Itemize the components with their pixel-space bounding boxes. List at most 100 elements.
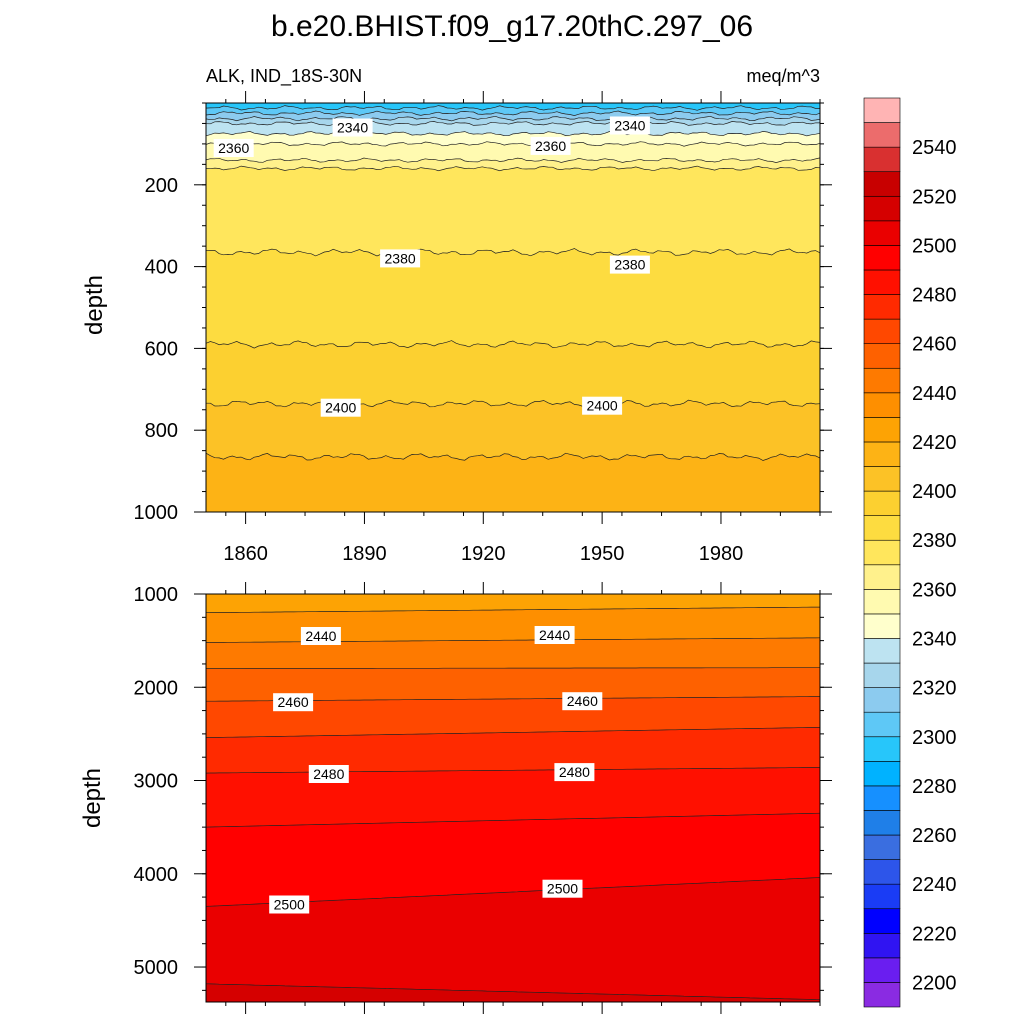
contour-line xyxy=(205,165,821,172)
colorbar-swatch xyxy=(863,294,901,320)
colorbar-swatch xyxy=(863,761,901,787)
contour-label-box xyxy=(320,398,361,417)
contour-label-text: 2340 xyxy=(337,120,368,136)
colorbar-tick-label: 2520 xyxy=(912,186,957,208)
contour-label: 2480 xyxy=(554,763,595,782)
colorbar-swatch xyxy=(863,982,901,1008)
colorbar-swatch xyxy=(863,146,901,173)
contour-band xyxy=(206,399,820,461)
contour-line xyxy=(205,983,821,1001)
colorbar-tick-label: 2480 xyxy=(912,285,957,307)
y-tick-label: 2000 xyxy=(134,677,179,699)
colorbar-swatch xyxy=(863,122,901,148)
colorbar-swatch xyxy=(863,245,901,271)
colorbar-swatch xyxy=(863,269,901,295)
contour-line xyxy=(205,452,821,461)
contour-label-box xyxy=(534,626,575,644)
colorbar-tick-label: 2380 xyxy=(912,530,957,552)
contour-line xyxy=(205,141,821,147)
contour-line xyxy=(206,667,820,669)
y-tick-label: 200 xyxy=(145,175,178,197)
colorbar: 2200 2220 2240 2260 2280 2300 2320 2340 2360 2380… xyxy=(863,97,957,1008)
contour-line xyxy=(205,248,821,257)
y-tick-label: 4000 xyxy=(134,864,179,886)
colorbar-tick-label: 2420 xyxy=(912,432,957,454)
colorbar-tick-label: 2440 xyxy=(912,383,957,405)
contour-label-box xyxy=(380,249,421,268)
contour-label-box xyxy=(609,116,650,135)
upper-depth-axis-label: depth xyxy=(81,275,108,335)
y-tick-label: 5000 xyxy=(134,957,179,979)
colorbar-swatch xyxy=(863,392,901,418)
colorbar-swatch xyxy=(863,589,901,615)
colorbar-swatch xyxy=(863,736,901,762)
contour-label: 2380 xyxy=(609,255,650,274)
colorbar-swatch xyxy=(863,441,901,467)
colorbar-tick-label: 2460 xyxy=(912,334,957,356)
contour-line xyxy=(205,606,820,614)
contour-line xyxy=(205,767,820,774)
contour-band xyxy=(206,103,820,111)
upper-panel: 2340 2340 2360 2360 2380 2380 2400 2400 200 400 60… xyxy=(134,91,832,565)
contour-label-text: 2460 xyxy=(567,693,598,709)
contour-label-text: 2400 xyxy=(325,400,356,416)
colorbar-swatch xyxy=(863,859,901,885)
contour-label-text: 2440 xyxy=(539,627,570,643)
contour-band xyxy=(206,157,820,171)
contour-label: 2500 xyxy=(542,879,583,898)
colorbar-swatch xyxy=(863,417,901,443)
contour-label: 2440 xyxy=(534,626,575,644)
lower-panel: 2440 2440 2460 2460 2480 2480 2500 2500 1000 2000… xyxy=(134,582,832,1014)
contour-line xyxy=(205,110,821,116)
colorbar-swatch xyxy=(863,564,901,590)
contour-label: 2460 xyxy=(273,693,314,712)
contour-label: 2440 xyxy=(300,627,341,645)
colorbar-swatch xyxy=(863,220,901,246)
colorbar-tick-label: 2320 xyxy=(912,678,957,700)
contour-band xyxy=(206,667,820,702)
contour-band xyxy=(206,111,820,121)
colorbar-swatch xyxy=(863,490,901,516)
colorbar-swatch xyxy=(863,367,901,394)
contour-label-box xyxy=(562,692,603,711)
x-tick-label: 1920 xyxy=(461,543,506,565)
colorbar-swatch xyxy=(863,785,901,811)
contour-band xyxy=(206,116,820,126)
colorbar-swatch xyxy=(863,195,901,222)
contour-label-box xyxy=(300,627,341,645)
contour-label: 2360 xyxy=(213,139,254,157)
contour-label-box xyxy=(609,255,650,274)
contour-band xyxy=(206,637,820,669)
x-tick-label: 1890 xyxy=(342,543,387,565)
contour-label-text: 2340 xyxy=(614,118,645,134)
colorbar-swatch xyxy=(863,343,901,369)
contour-line xyxy=(205,120,821,127)
x-tick-label: 1860 xyxy=(223,543,268,565)
contour-line xyxy=(205,727,820,738)
contour-band xyxy=(206,696,820,738)
contour-label: 2340 xyxy=(609,116,650,135)
colorbar-swatch xyxy=(863,466,901,492)
colorbar-tick-label: 2260 xyxy=(912,825,957,847)
contour-label-text: 2360 xyxy=(535,138,566,154)
contour-label: 2400 xyxy=(320,398,361,417)
colorbar-tick-label: 2540 xyxy=(912,137,957,159)
contour-label-text: 2380 xyxy=(614,257,645,273)
y-tick-label: 3000 xyxy=(134,771,179,793)
lower-depth-axis-label: depth xyxy=(79,768,106,828)
contour-label-box xyxy=(213,139,254,157)
colorbar-tick-label: 2500 xyxy=(912,235,957,257)
contour-label: 2460 xyxy=(562,692,603,711)
contour-label-box xyxy=(554,763,595,782)
contour-label-box xyxy=(332,118,373,137)
contour-band xyxy=(206,248,820,349)
contour-line xyxy=(205,115,821,122)
y-tick-label: 1000 xyxy=(134,584,179,606)
contour-line xyxy=(205,157,821,163)
colorbar-tick-label: 2360 xyxy=(912,579,957,601)
contour-line xyxy=(205,105,821,111)
colorbar-swatch xyxy=(863,908,901,934)
contour-label-text: 2440 xyxy=(305,628,336,644)
contour-label: 2380 xyxy=(380,249,421,268)
y-tick-label: 1000 xyxy=(134,502,179,524)
